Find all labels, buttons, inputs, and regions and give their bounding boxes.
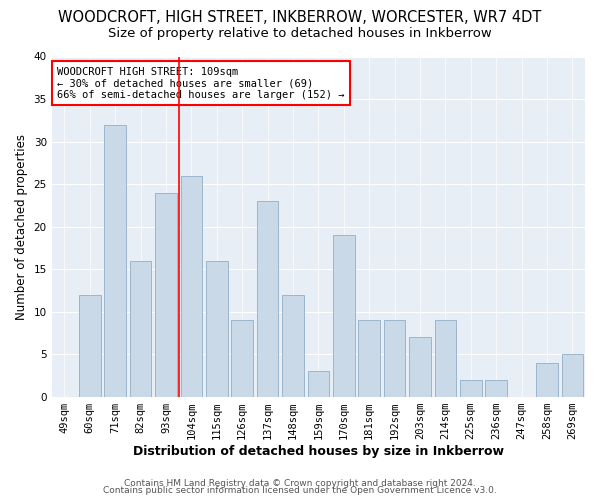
Bar bbox=[358, 320, 380, 396]
Bar bbox=[460, 380, 482, 396]
Bar bbox=[485, 380, 507, 396]
Bar bbox=[562, 354, 583, 397]
Bar bbox=[434, 320, 456, 396]
Text: Contains HM Land Registry data © Crown copyright and database right 2024.: Contains HM Land Registry data © Crown c… bbox=[124, 478, 476, 488]
Bar bbox=[206, 260, 227, 396]
Bar bbox=[181, 176, 202, 396]
Bar bbox=[104, 124, 126, 396]
Text: WOODCROFT, HIGH STREET, INKBERROW, WORCESTER, WR7 4DT: WOODCROFT, HIGH STREET, INKBERROW, WORCE… bbox=[58, 10, 542, 25]
Y-axis label: Number of detached properties: Number of detached properties bbox=[15, 134, 28, 320]
Bar bbox=[536, 362, 557, 396]
Bar bbox=[257, 201, 278, 396]
Bar bbox=[282, 294, 304, 396]
Bar bbox=[79, 294, 101, 396]
Text: Size of property relative to detached houses in Inkberrow: Size of property relative to detached ho… bbox=[108, 28, 492, 40]
Bar bbox=[384, 320, 406, 396]
Text: Contains public sector information licensed under the Open Government Licence v3: Contains public sector information licen… bbox=[103, 486, 497, 495]
Bar bbox=[155, 192, 177, 396]
Bar bbox=[130, 260, 151, 396]
Bar bbox=[232, 320, 253, 396]
X-axis label: Distribution of detached houses by size in Inkberrow: Distribution of detached houses by size … bbox=[133, 444, 504, 458]
Bar bbox=[409, 337, 431, 396]
Bar bbox=[333, 235, 355, 396]
Text: WOODCROFT HIGH STREET: 109sqm
← 30% of detached houses are smaller (69)
66% of s: WOODCROFT HIGH STREET: 109sqm ← 30% of d… bbox=[57, 66, 344, 100]
Bar bbox=[308, 371, 329, 396]
